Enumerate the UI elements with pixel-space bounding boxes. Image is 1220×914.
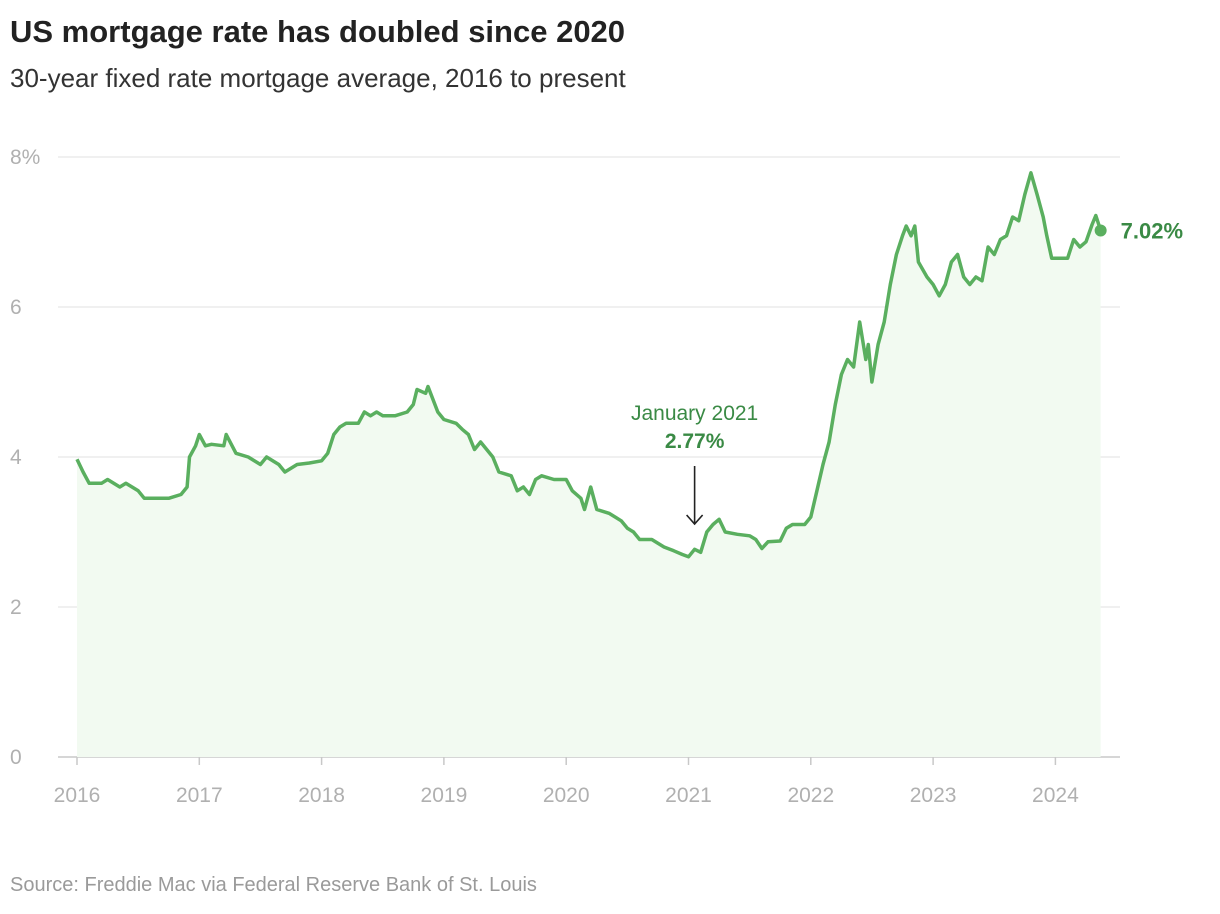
x-tick-label: 2024: [1032, 784, 1079, 807]
x-tick-label: 2017: [176, 784, 223, 807]
y-tick-label: 8%: [10, 146, 40, 169]
end-value-label: 7.02%: [1121, 219, 1183, 244]
annotation-value: 2.77%: [665, 430, 725, 453]
y-tick-label: 2: [10, 596, 22, 619]
annotation: January 2021 2.77%: [631, 402, 758, 526]
end-point: [1094, 224, 1107, 237]
x-tick-label: 2020: [543, 784, 590, 807]
annotation-date: January 2021: [631, 402, 758, 425]
x-tick-label: 2022: [787, 784, 834, 807]
rate-line: [75, 171, 1103, 559]
x-tick-label: 2019: [421, 784, 468, 807]
arrow-head: [686, 514, 704, 526]
area-fill: [77, 172, 1101, 758]
x-tick-label: 2021: [665, 784, 712, 807]
x-tick-label: 2023: [910, 784, 957, 807]
y-tick-label: 6: [10, 296, 22, 319]
x-tick-label: 2016: [54, 784, 101, 807]
chart-subtitle: 30-year fixed rate mortgage average, 201…: [10, 63, 626, 93]
x-tick-label: 2018: [298, 784, 345, 807]
chart-title: US mortgage rate has doubled since 2020: [10, 14, 626, 49]
source-note: Source: Freddie Mac via Federal Reserve …: [10, 874, 537, 896]
y-tick-label: 4: [10, 446, 22, 469]
y-tick-label: 0: [10, 746, 22, 769]
